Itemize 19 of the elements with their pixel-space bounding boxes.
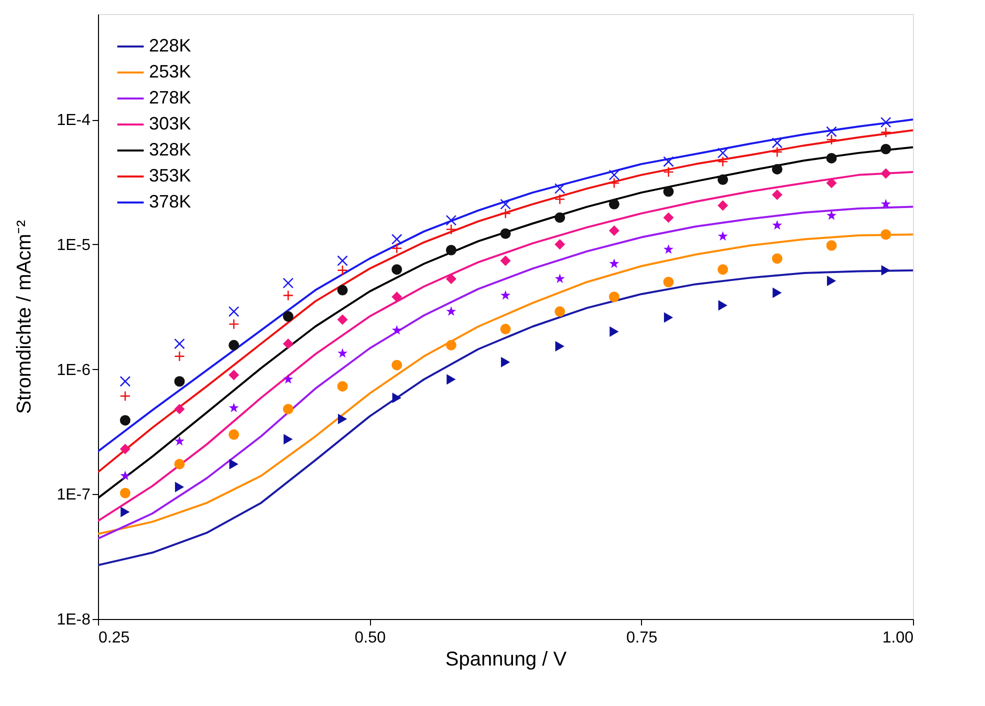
- legend-label: 303K: [149, 114, 192, 134]
- legend-label: 278K: [149, 88, 192, 108]
- legend-label: 253K: [149, 62, 192, 82]
- x-axis-title: Spannung / V: [445, 648, 568, 670]
- y-axis-title: Stromdichte / mAcm⁻²: [14, 220, 36, 414]
- legend-label: 353K: [149, 166, 192, 186]
- y-tick-label: 1E-5: [56, 236, 91, 254]
- line-series: [98, 269, 913, 566]
- y-tick-label: 1E-4: [56, 112, 91, 130]
- legend-label: 228K: [149, 36, 192, 56]
- y-tick-label: 1E-8: [56, 612, 91, 628]
- x-tick-label: 0.25: [98, 630, 130, 646]
- x-tick-label: 0.75: [626, 630, 658, 646]
- legend-label: 328K: [149, 140, 192, 160]
- y-tick-label: 1E-6: [56, 362, 91, 379]
- x-tick-label: 1.00: [882, 630, 914, 646]
- legend-label: 378K: [149, 192, 192, 212]
- y-tick-label: 1E-7: [56, 486, 91, 504]
- x-tick-label: 0.50: [354, 630, 386, 646]
